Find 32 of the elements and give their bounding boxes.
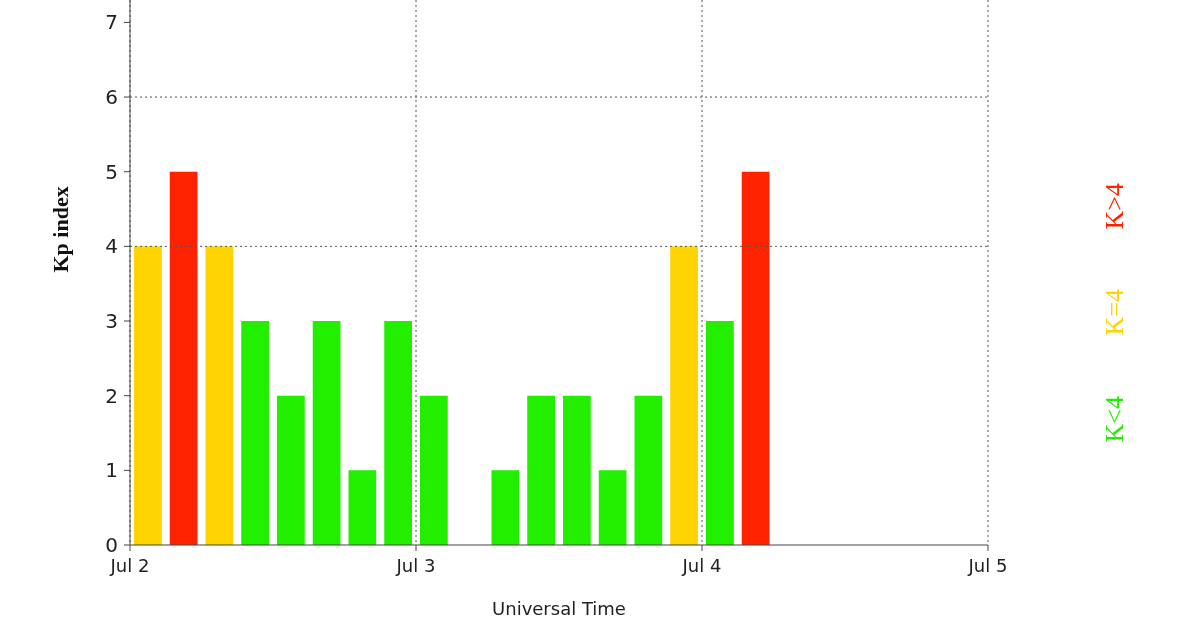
bar (563, 395, 591, 545)
y-tick-label: 2 (105, 383, 118, 408)
y-tick-label: 5 (105, 159, 118, 184)
bar (241, 321, 269, 545)
bar (205, 246, 234, 545)
bar (634, 395, 663, 545)
y-tick-label: 4 (105, 234, 118, 259)
y-axis-title: Kp index (47, 186, 73, 273)
bar (706, 321, 734, 545)
bar (384, 321, 412, 545)
bar (598, 470, 627, 545)
bar (312, 321, 341, 545)
x-axis-title: Universal Time (492, 598, 626, 619)
x-tick-label: Jul 5 (967, 554, 1008, 576)
bar (741, 171, 770, 545)
bar (169, 171, 198, 545)
x-tick-label: Jul 4 (681, 554, 722, 576)
y-tick-label: 7 (105, 10, 118, 35)
bar (491, 470, 520, 545)
bar (420, 395, 448, 545)
bar (348, 470, 377, 545)
text: K<4 (1100, 395, 1130, 443)
y-tick-label: 3 (105, 309, 118, 334)
text: K=4 (1100, 289, 1130, 336)
bar (527, 395, 555, 545)
x-tick-label: Jul 3 (395, 554, 436, 576)
bar (134, 246, 162, 545)
text: K>4 (1100, 182, 1130, 230)
bar (277, 395, 305, 545)
y-tick-label: 6 (105, 85, 118, 110)
bar (670, 246, 698, 545)
y-tick-label: 1 (105, 458, 118, 483)
